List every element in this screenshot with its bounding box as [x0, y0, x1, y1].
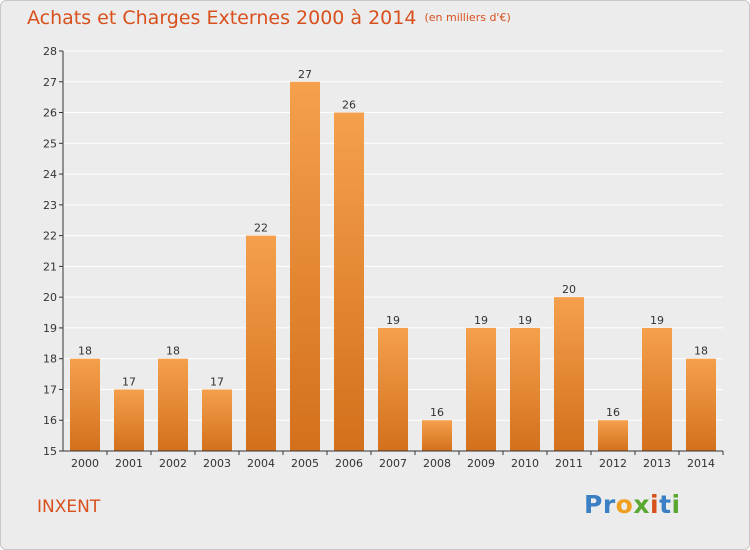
data-label: 19 — [386, 314, 400, 327]
logo-letter: i — [671, 490, 681, 519]
bar — [422, 420, 452, 451]
logo-letter: P — [584, 490, 603, 519]
x-tick-label: 2006 — [335, 457, 363, 470]
y-tick-label: 22 — [43, 230, 57, 243]
y-tick-label: 20 — [43, 291, 57, 304]
bar — [686, 358, 716, 451]
bar — [290, 81, 320, 452]
chart-title: Achats et Charges Externes 2000 à 2014 (e… — [27, 7, 511, 29]
bar — [554, 297, 584, 451]
bar — [510, 327, 540, 451]
y-tick-label: 23 — [43, 199, 57, 212]
bar — [114, 389, 144, 451]
bar — [466, 327, 496, 451]
x-tick-label: 2009 — [467, 457, 495, 470]
data-label: 19 — [650, 314, 664, 327]
bar — [334, 112, 364, 452]
y-tick-label: 26 — [43, 107, 57, 120]
title-unit: (en milliers d'€) — [424, 11, 511, 24]
logo-letter: i — [650, 490, 660, 519]
data-label: 19 — [474, 314, 488, 327]
x-tick-label: 2001 — [115, 457, 143, 470]
data-label: 16 — [606, 406, 620, 419]
x-tick-label: 2004 — [247, 457, 275, 470]
y-tick-label: 25 — [43, 137, 57, 150]
data-label: 20 — [562, 283, 576, 296]
data-label: 17 — [210, 375, 224, 388]
x-tick-label: 2007 — [379, 457, 407, 470]
y-tick-label: 24 — [43, 168, 57, 181]
data-label: 16 — [430, 406, 444, 419]
logo-letter: x — [633, 490, 650, 519]
y-tick-label: 18 — [43, 353, 57, 366]
data-label: 18 — [78, 345, 92, 358]
title-text: Achats et Charges Externes 2000 à 2014 — [27, 7, 417, 29]
y-tick-label: 28 — [43, 45, 57, 58]
bar — [378, 327, 408, 451]
data-label: 18 — [166, 345, 180, 358]
y-tick-label: 15 — [43, 445, 57, 458]
proxiti-logo: Proxiti — [584, 490, 681, 519]
commune-name: INXENT — [37, 497, 101, 517]
logo-letter: t — [659, 490, 672, 519]
x-tick-label: 2013 — [643, 457, 671, 470]
x-tick-label: 2002 — [159, 457, 187, 470]
x-tick-label: 2012 — [599, 457, 627, 470]
data-label: 17 — [122, 375, 136, 388]
bar — [642, 327, 672, 451]
x-tick-label: 2000 — [71, 457, 99, 470]
bar — [246, 235, 276, 451]
x-tick-label: 2005 — [291, 457, 319, 470]
logo-letter: r — [602, 490, 616, 519]
bar — [202, 389, 232, 451]
y-tick-label: 16 — [43, 414, 57, 427]
x-tick-label: 2008 — [423, 457, 451, 470]
bar — [598, 420, 628, 451]
data-label: 22 — [254, 222, 268, 235]
x-tick-label: 2014 — [687, 457, 715, 470]
data-label: 19 — [518, 314, 532, 327]
x-tick-label: 2010 — [511, 457, 539, 470]
x-tick-label: 2003 — [203, 457, 231, 470]
data-label: 18 — [694, 345, 708, 358]
y-tick-label: 27 — [43, 76, 57, 89]
logo-letter: o — [615, 490, 634, 519]
y-tick-label: 17 — [43, 383, 57, 396]
bar — [70, 358, 100, 451]
y-tick-label: 19 — [43, 322, 57, 335]
x-tick-label: 2011 — [555, 457, 583, 470]
bar — [158, 358, 188, 451]
data-label: 27 — [298, 68, 312, 81]
data-label: 26 — [342, 99, 356, 112]
y-tick-label: 21 — [43, 260, 57, 273]
